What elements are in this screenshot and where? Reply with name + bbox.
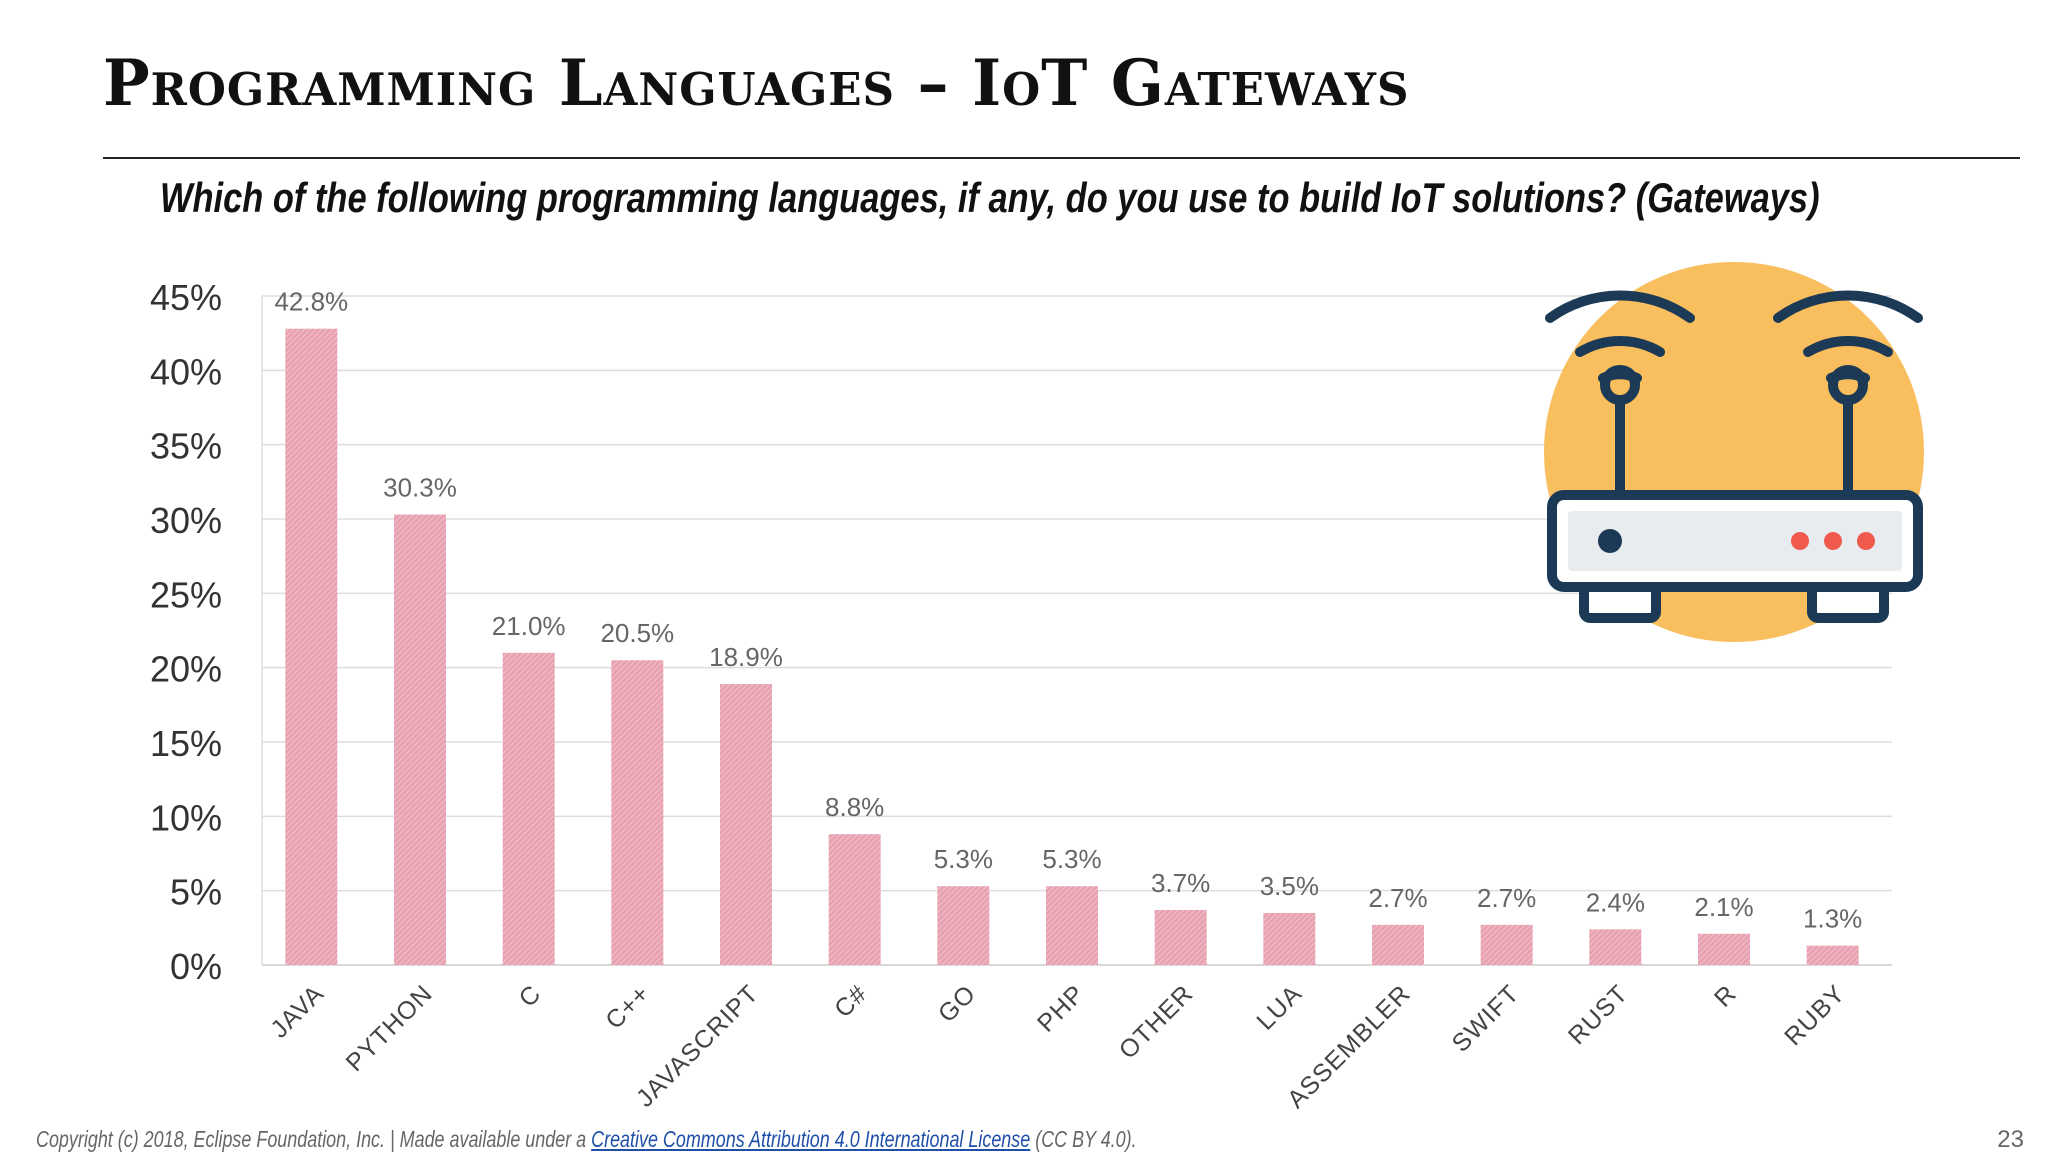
y-tick-label: 15% bbox=[150, 723, 222, 764]
category-label: PHP bbox=[1032, 979, 1090, 1037]
page-number: 23 bbox=[1997, 1126, 2024, 1153]
data-label: 1.3% bbox=[1803, 904, 1862, 934]
y-tick-label: 25% bbox=[150, 574, 222, 615]
bar bbox=[285, 328, 338, 965]
category-label: JAVA bbox=[265, 979, 329, 1043]
router-led-2 bbox=[1824, 532, 1842, 550]
data-label: 2.7% bbox=[1477, 883, 1536, 913]
footer-prefix: Copyright (c) 2018, Eclipse Foundation, … bbox=[36, 1126, 592, 1152]
data-label: 2.1% bbox=[1694, 892, 1753, 922]
category-label: C++ bbox=[600, 979, 655, 1034]
data-labels: 42.8% 30.3% 21.0% 20.5% 18.9% 8.8% 5.3% 5.3% 3.7… bbox=[274, 287, 1862, 934]
bar bbox=[720, 684, 772, 965]
bar bbox=[1806, 945, 1859, 965]
slide-title-text: Programming Languages – IoT Gateways bbox=[103, 46, 1410, 121]
category-label: GO bbox=[933, 979, 982, 1028]
router-panel bbox=[1568, 511, 1902, 571]
y-tick-label: 40% bbox=[150, 351, 222, 392]
bar bbox=[1046, 886, 1098, 965]
category-label: C# bbox=[829, 979, 873, 1023]
license-link[interactable]: Creative Commons Attribution 4.0 Interna… bbox=[591, 1126, 1031, 1152]
y-tick-label: 10% bbox=[150, 797, 222, 838]
data-label: 18.9% bbox=[709, 642, 783, 672]
category-label: RUST bbox=[1563, 979, 1634, 1050]
data-label: 21.0% bbox=[492, 611, 566, 641]
bar bbox=[1480, 924, 1533, 965]
data-label: 5.3% bbox=[1042, 844, 1101, 874]
y-tick-label: 45% bbox=[150, 277, 222, 318]
category-label: RUBY bbox=[1779, 979, 1851, 1051]
data-label: 20.5% bbox=[600, 618, 674, 648]
y-tick-label: 30% bbox=[150, 500, 222, 541]
y-tick-label: 20% bbox=[150, 649, 222, 690]
bar bbox=[502, 652, 555, 965]
category-label: SWIFT bbox=[1447, 979, 1525, 1057]
y-tick-label: 0% bbox=[170, 946, 222, 987]
router-power-dot bbox=[1598, 529, 1622, 553]
bar bbox=[1372, 924, 1424, 965]
data-label: 2.4% bbox=[1586, 887, 1645, 917]
category-label: C bbox=[514, 979, 547, 1012]
data-label: 3.7% bbox=[1151, 868, 1210, 898]
bar bbox=[828, 834, 881, 965]
category-label: OTHER bbox=[1114, 979, 1199, 1064]
y-tick-label: 5% bbox=[170, 872, 222, 913]
router-led-3 bbox=[1857, 532, 1875, 550]
bar bbox=[1154, 909, 1207, 965]
data-label: 8.8% bbox=[825, 792, 884, 822]
bars bbox=[285, 328, 1859, 965]
data-label: 30.3% bbox=[383, 473, 457, 503]
right-antenna-signal-icon bbox=[1773, 290, 1923, 500]
data-label: 3.5% bbox=[1260, 871, 1319, 901]
title-divider bbox=[103, 157, 2020, 159]
bar bbox=[1698, 933, 1750, 965]
data-label: 2.7% bbox=[1368, 883, 1427, 913]
router-led-1 bbox=[1791, 532, 1809, 550]
router-icon bbox=[1544, 262, 1924, 642]
data-label: 42.8% bbox=[274, 287, 348, 317]
copyright-footer: Copyright (c) 2018, Eclipse Foundation, … bbox=[36, 1126, 1137, 1153]
slide-title: Programming Languages – IoT Gateways bbox=[103, 46, 1410, 121]
category-label: PYTHON bbox=[341, 979, 439, 1077]
bar bbox=[1263, 912, 1316, 965]
left-antenna-signal-icon bbox=[1545, 290, 1695, 500]
data-label: 5.3% bbox=[934, 844, 993, 874]
category-label: R bbox=[1709, 979, 1742, 1012]
bar bbox=[394, 514, 446, 965]
y-axis-ticks: 0% 5% 10% 15% 20% 25% 30% 35% 40% 45% bbox=[150, 277, 222, 987]
bar bbox=[611, 660, 664, 965]
x-axis-categories: JAVA PYTHON C C++JAVASCRIPT C# GO PHP OTHER LUAA… bbox=[265, 979, 1851, 1113]
bar bbox=[937, 886, 990, 965]
y-tick-label: 35% bbox=[150, 426, 222, 467]
chart-question: Which of the following programming langu… bbox=[160, 174, 1820, 221]
category-label: LUA bbox=[1251, 979, 1307, 1035]
footer-suffix: (CC BY 4.0). bbox=[1030, 1126, 1137, 1152]
bar bbox=[1589, 929, 1642, 965]
